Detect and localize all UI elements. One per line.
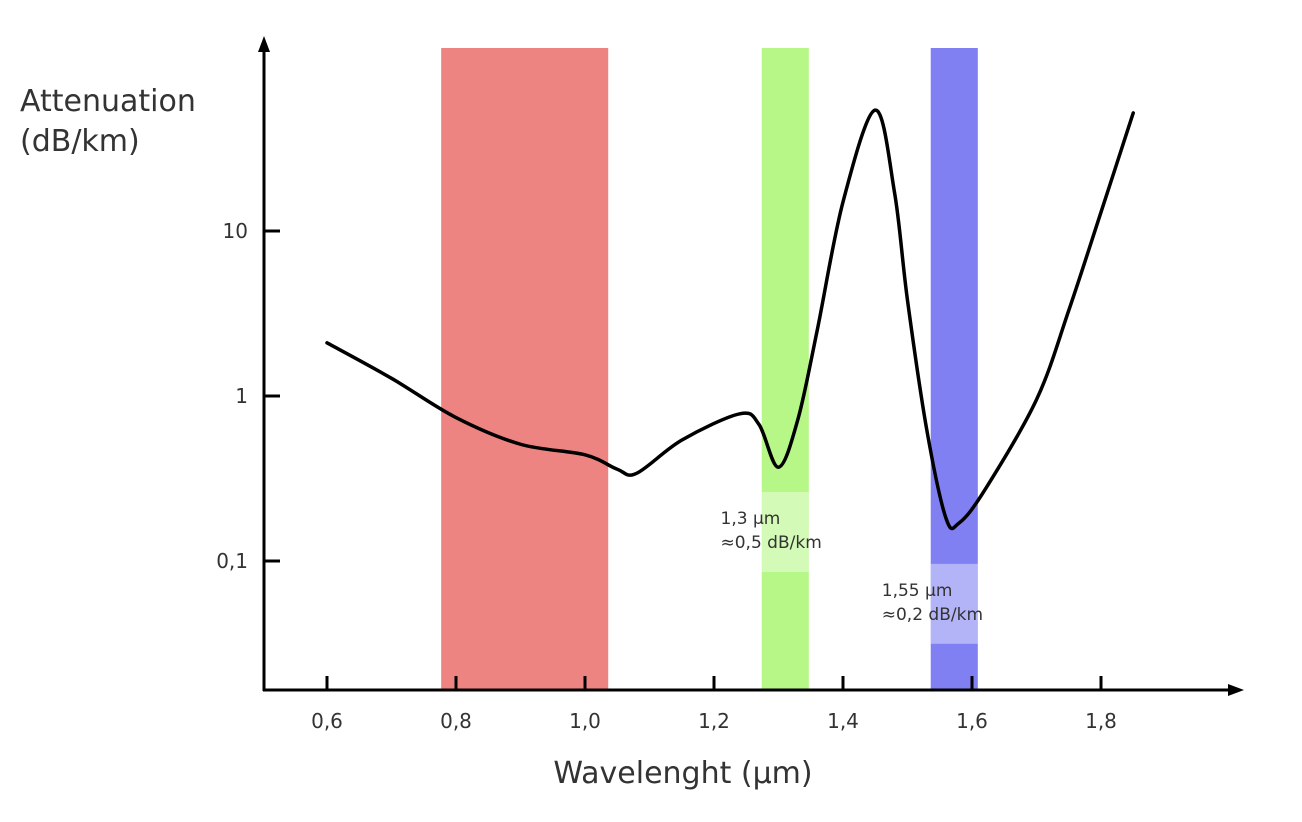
x-tick-label: 1,0: [569, 709, 601, 733]
annotation-highlight: [930, 563, 978, 644]
x-axis-label: Wavelenght (µm): [553, 756, 812, 791]
y-tick-label: 10: [223, 219, 248, 243]
band-1: [761, 48, 809, 690]
attenuation-curve: [325, 108, 1135, 531]
annotations: 1,3 µm ≈0,5 dB/km 1,55 µm ≈0,2 dB/km: [721, 509, 984, 625]
x-tick-label: 1,4: [827, 709, 859, 733]
band-0: [441, 48, 609, 690]
annotation-label: ≈0,2 dB/km: [882, 605, 983, 625]
y-axis-label-line2: (dB/km): [20, 124, 140, 159]
annotation-backgrounds: [761, 491, 978, 644]
y-tick-label: 0,1: [216, 549, 248, 573]
band-2: [930, 48, 978, 690]
x-axis-arrow: [1228, 684, 1244, 696]
annotation-label: ≈0,5 dB/km: [721, 533, 822, 553]
y-axis-label-line1: Attenuation: [20, 84, 196, 119]
x-tick-label: 1,8: [1085, 709, 1117, 733]
axes: [258, 36, 1244, 696]
annotation-label: 1,55 µm: [882, 581, 953, 601]
wavelength-bands: [441, 48, 978, 690]
x-tick-label: 1,2: [698, 709, 730, 733]
ticks: 0,6 0,8 1,0 1,2 1,4 1,6 1,8 10 1 0,1: [216, 219, 1117, 733]
y-tick-label: 1: [235, 384, 248, 408]
y-axis-arrow: [258, 36, 270, 52]
x-tick-label: 0,8: [440, 709, 472, 733]
x-tick-label: 1,6: [956, 709, 988, 733]
annotation-label: 1,3 µm: [721, 509, 781, 529]
x-tick-label: 0,6: [311, 709, 343, 733]
annotation-highlight: [761, 491, 809, 572]
